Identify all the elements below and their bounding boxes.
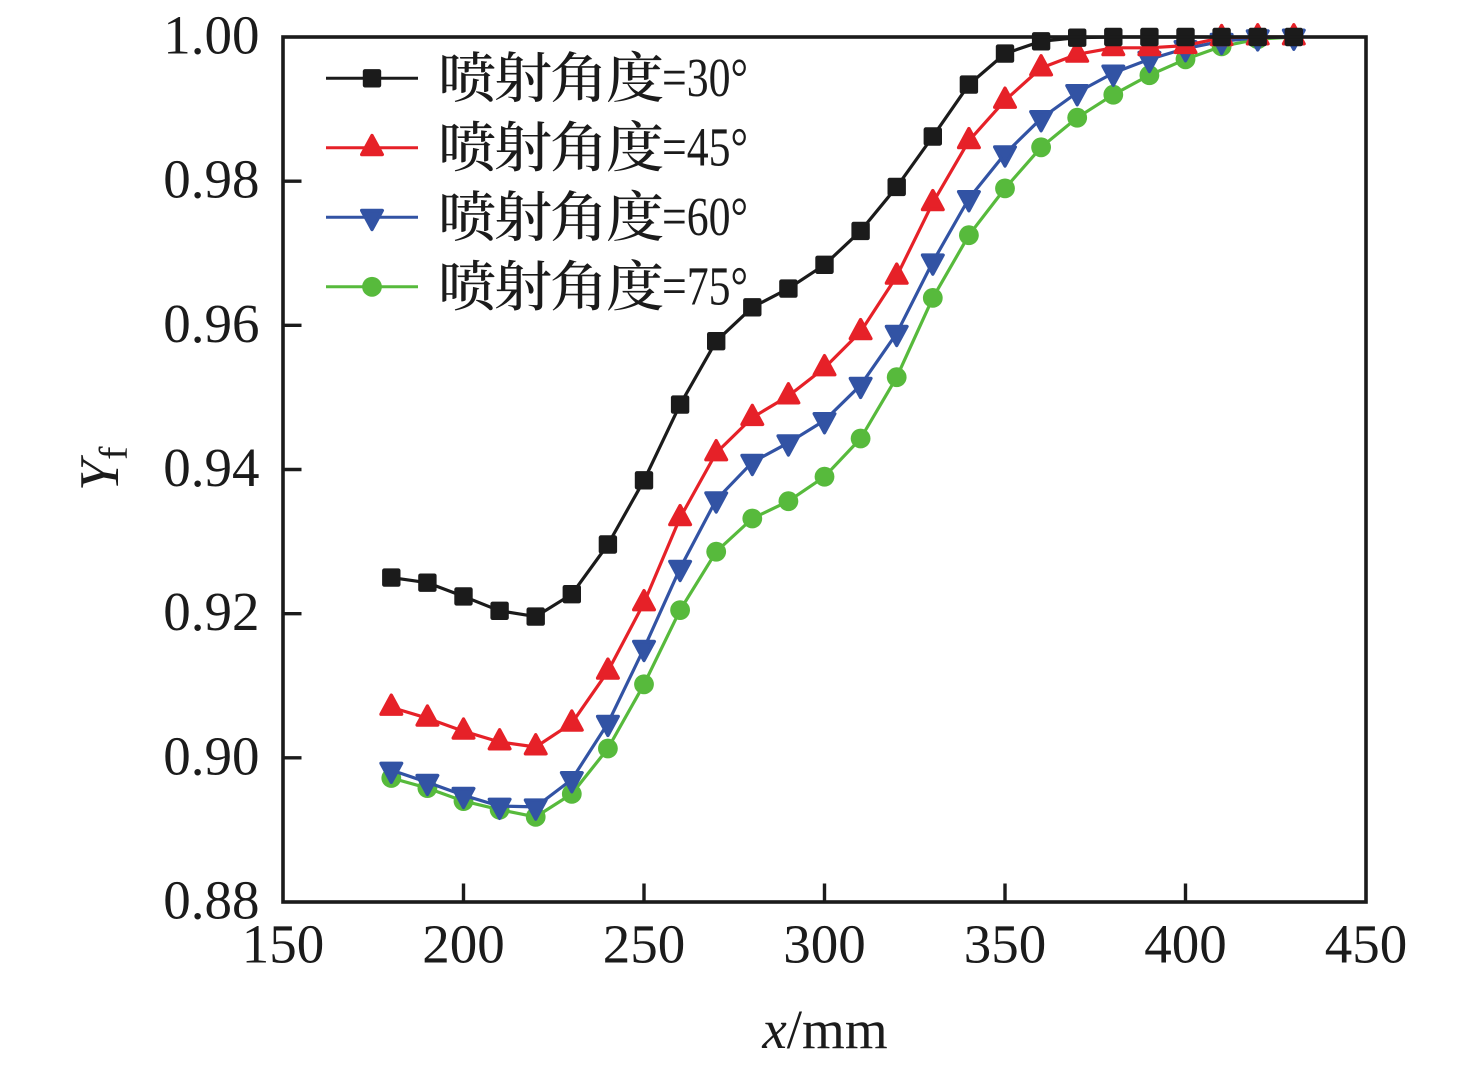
svg-text:300: 300 <box>783 914 866 975</box>
svg-text:0.94: 0.94 <box>163 437 259 498</box>
svg-text:400: 400 <box>1144 914 1227 975</box>
svg-text:450: 450 <box>1325 914 1408 975</box>
svg-text:1.00: 1.00 <box>163 5 259 66</box>
svg-text:0.92: 0.92 <box>163 581 259 642</box>
svg-text:=75°: =75° <box>662 256 748 317</box>
svg-text:0.96: 0.96 <box>163 293 259 354</box>
svg-text:0.98: 0.98 <box>163 149 259 210</box>
svg-text:=60°: =60° <box>662 186 748 247</box>
svg-text:x/mm: x/mm <box>761 999 887 1060</box>
svg-text:200: 200 <box>422 914 505 975</box>
svg-text:250: 250 <box>603 914 686 975</box>
svg-text:0.90: 0.90 <box>163 725 259 786</box>
svg-text:0.88: 0.88 <box>163 870 259 931</box>
svg-text:Yf: Yf <box>69 446 136 491</box>
svg-text:=30°: =30° <box>662 47 748 108</box>
svg-text:350: 350 <box>964 914 1047 975</box>
svg-text:150: 150 <box>242 914 325 975</box>
svg-text:=45°: =45° <box>662 117 748 178</box>
